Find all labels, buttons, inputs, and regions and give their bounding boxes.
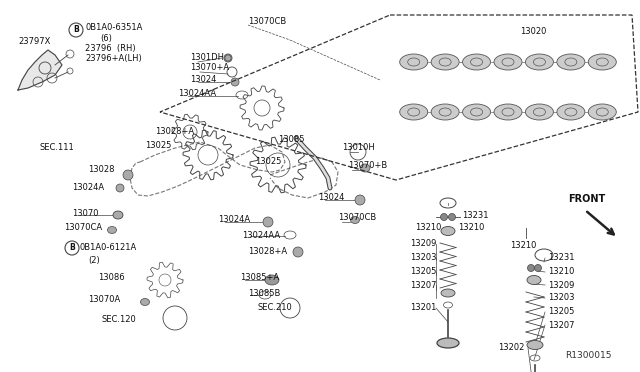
Text: SEC.111: SEC.111 (40, 144, 75, 153)
Text: 13202: 13202 (498, 343, 524, 353)
Polygon shape (18, 50, 62, 90)
Text: B: B (73, 26, 79, 35)
Text: 13085+A: 13085+A (240, 273, 279, 282)
Ellipse shape (588, 54, 616, 70)
Ellipse shape (113, 211, 123, 219)
Text: (6): (6) (100, 33, 112, 42)
Text: 13025: 13025 (255, 157, 282, 167)
Ellipse shape (437, 338, 459, 348)
Text: 13086: 13086 (98, 273, 125, 282)
Text: 13203: 13203 (410, 253, 436, 263)
Text: 13210: 13210 (415, 224, 442, 232)
Text: 13028+A: 13028+A (248, 247, 287, 257)
Text: 13201: 13201 (410, 304, 436, 312)
Circle shape (293, 247, 303, 257)
Circle shape (263, 217, 273, 227)
Ellipse shape (525, 54, 554, 70)
Text: 13070CA: 13070CA (64, 224, 102, 232)
Text: 13070: 13070 (72, 208, 99, 218)
Text: 13085B: 13085B (248, 289, 280, 298)
Ellipse shape (351, 217, 360, 224)
Circle shape (449, 214, 456, 221)
Text: 23797X: 23797X (18, 38, 51, 46)
Text: SEC.120: SEC.120 (102, 315, 137, 324)
Ellipse shape (141, 298, 150, 305)
Ellipse shape (557, 104, 585, 120)
Text: 13028+A: 13028+A (155, 128, 194, 137)
Ellipse shape (527, 276, 541, 285)
Text: 13024AA: 13024AA (242, 231, 280, 240)
Circle shape (116, 184, 124, 192)
Text: SEC.210: SEC.210 (258, 304, 292, 312)
Ellipse shape (108, 227, 116, 234)
Text: 13024A: 13024A (72, 183, 104, 192)
Text: 13070+A: 13070+A (190, 64, 229, 73)
Text: 13207: 13207 (548, 321, 575, 330)
Ellipse shape (224, 54, 232, 62)
Text: 13070+B: 13070+B (348, 160, 387, 170)
Text: 13024: 13024 (190, 76, 216, 84)
Circle shape (440, 214, 447, 221)
Text: 13209: 13209 (548, 280, 574, 289)
Text: 13210: 13210 (458, 224, 484, 232)
Text: B: B (69, 244, 75, 253)
Ellipse shape (494, 54, 522, 70)
Circle shape (123, 170, 133, 180)
Text: (2): (2) (88, 256, 100, 264)
Text: 13207: 13207 (410, 280, 436, 289)
Text: 13205: 13205 (548, 308, 574, 317)
Ellipse shape (441, 227, 455, 235)
Text: 13028: 13028 (88, 166, 115, 174)
Ellipse shape (431, 104, 459, 120)
Ellipse shape (527, 340, 543, 350)
Ellipse shape (463, 104, 491, 120)
Text: 13210: 13210 (510, 241, 536, 250)
Text: 13205: 13205 (410, 267, 436, 276)
Text: 13231: 13231 (548, 253, 575, 263)
Text: 13070CB: 13070CB (248, 17, 286, 26)
Ellipse shape (360, 164, 370, 172)
Ellipse shape (463, 54, 491, 70)
Text: 1301DH: 1301DH (190, 52, 224, 61)
Text: 13203: 13203 (548, 294, 575, 302)
Circle shape (355, 195, 365, 205)
Text: 13231: 13231 (462, 211, 488, 219)
Circle shape (527, 264, 534, 272)
Ellipse shape (588, 104, 616, 120)
Text: 13024AA: 13024AA (178, 89, 216, 97)
Text: 13070A: 13070A (88, 295, 120, 305)
Text: 13210: 13210 (548, 267, 574, 276)
Ellipse shape (525, 104, 554, 120)
Text: 0B1A0-6351A: 0B1A0-6351A (85, 22, 142, 32)
Ellipse shape (265, 275, 279, 285)
Ellipse shape (400, 54, 428, 70)
Text: 13025: 13025 (145, 141, 172, 151)
Text: 23796+A(LH): 23796+A(LH) (85, 54, 141, 62)
Ellipse shape (441, 289, 455, 297)
Text: 13209: 13209 (410, 240, 436, 248)
Text: 13024: 13024 (318, 193, 344, 202)
Ellipse shape (557, 54, 585, 70)
Text: FRONT: FRONT (568, 194, 605, 204)
Circle shape (534, 264, 541, 272)
Text: 13020: 13020 (520, 28, 547, 36)
Text: 0B1A0-6121A: 0B1A0-6121A (80, 244, 137, 253)
Text: R1300015: R1300015 (565, 350, 611, 359)
Text: 13024A: 13024A (218, 215, 250, 224)
Ellipse shape (494, 104, 522, 120)
Text: 13010H: 13010H (342, 144, 375, 153)
Text: 23796  (RH): 23796 (RH) (85, 45, 136, 54)
Ellipse shape (431, 54, 459, 70)
Circle shape (231, 78, 239, 86)
Text: 13085: 13085 (278, 135, 305, 144)
Ellipse shape (400, 104, 428, 120)
Text: 13070CB: 13070CB (338, 214, 376, 222)
